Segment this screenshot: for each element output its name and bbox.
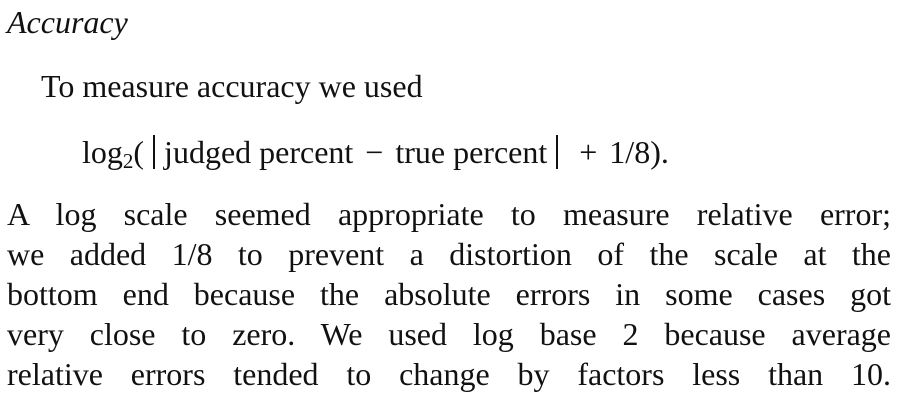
formula-log-base: 2 bbox=[123, 149, 134, 173]
paragraph-line: very close to zero. We used log base 2 b… bbox=[7, 314, 891, 354]
section-heading: Accuracy bbox=[7, 2, 128, 42]
paragraph-line: A log scale seemed appropriate to measur… bbox=[7, 194, 891, 234]
formula-term-judged: judged percent bbox=[164, 134, 353, 170]
formula-open-paren: ( bbox=[133, 134, 144, 170]
formula-constant: 1/8). bbox=[609, 134, 669, 170]
paragraph-line: we added 1/8 to prevent a distortion of … bbox=[7, 234, 891, 274]
formula-minus-sign: − bbox=[365, 134, 383, 170]
formula-function: log bbox=[82, 134, 123, 170]
intro-sentence: To measure accuracy we used bbox=[41, 66, 423, 106]
paragraph-line: relative errors tended to change by fact… bbox=[7, 354, 891, 394]
explanation-paragraph: A log scale seemed appropriate to measur… bbox=[7, 194, 891, 394]
formula-plus-sign: + bbox=[579, 134, 597, 170]
accuracy-formula: log2( judged percent − true percent +1/8). bbox=[82, 130, 669, 174]
paragraph-line: bottom end because the absolute errors i… bbox=[7, 274, 891, 314]
absolute-value-bar-left bbox=[153, 135, 155, 169]
formula-term-true: true percent bbox=[395, 134, 547, 170]
absolute-value-bar-right bbox=[556, 135, 558, 169]
